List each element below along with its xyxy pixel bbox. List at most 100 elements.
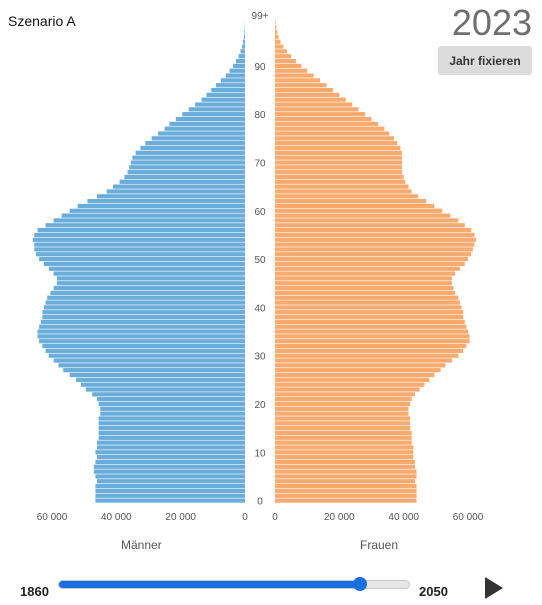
female-bar [275,227,472,233]
female-bar [275,426,411,431]
female-bar [275,382,425,387]
female-bar [275,121,378,126]
female-bar [275,25,277,30]
female-bar [275,363,446,368]
male-bar [42,310,245,315]
female-bar [275,87,333,93]
female-bar [275,276,452,281]
male-x-tick-label: 0 [242,512,248,523]
female-bar [275,213,451,218]
male-bar [87,199,245,204]
male-bar [95,493,246,498]
play-icon[interactable] [485,577,503,599]
female-bar [275,266,460,271]
female-bar [275,237,477,242]
female-bar [275,256,468,262]
female-bar [275,232,475,238]
female-bar [275,261,465,267]
male-bar [39,256,245,262]
male-bar [53,358,245,363]
female-bar [275,392,415,397]
year-slider-thumb[interactable] [352,577,367,591]
male-bar [145,141,245,146]
male-bar [93,464,245,469]
female-axis-title: Frauen [360,538,399,552]
male-bar [45,348,245,353]
male-bar [39,339,245,344]
male-bar [48,353,245,358]
male-bar [240,49,245,54]
male-bar [233,63,245,68]
male-bar [34,247,246,252]
slider-min-label: 1860 [20,584,49,599]
male-bar [135,150,245,155]
female-bar [275,73,314,78]
male-bar [206,92,245,97]
female-bar [275,107,359,112]
female-bar [275,29,278,35]
male-bar [37,227,245,233]
female-bar [275,174,404,180]
female-bar [275,68,308,73]
male-bar [95,498,246,503]
female-bar [275,397,412,402]
male-bar [195,102,245,107]
female-bar [275,377,430,382]
male-bar [140,145,245,151]
male-bar [225,73,245,78]
male-bar [95,488,246,494]
female-bar [275,155,403,160]
age-tick-label: 99+ [252,11,269,22]
female-bar [275,368,441,373]
female-bar [275,141,398,146]
female-bar [275,203,435,209]
female-x-tick-label: 40 000 [388,512,419,523]
male-bar [220,78,246,83]
male-bar [48,266,245,271]
age-tick-label: 0 [257,497,263,508]
female-bar [275,440,412,445]
male-bar [100,406,245,411]
male-bar [53,218,245,223]
female-bar [275,218,459,223]
female-bar [275,252,472,257]
fix-year-button[interactable]: Jahr fixieren [438,46,532,75]
male-bar [63,368,246,373]
female-bar [275,58,296,64]
female-bar [275,493,417,498]
female-bar [275,416,411,421]
female-bar [275,165,403,170]
male-bar [56,281,245,286]
female-bar [275,455,414,460]
female-bar [275,339,470,344]
male-bar [93,469,245,474]
female-bar [275,170,403,175]
male-bar [243,34,245,40]
female-bar [275,92,340,97]
year-slider-track[interactable] [58,580,410,589]
female-bar [275,445,414,450]
female-bar [275,78,321,83]
male-bar [95,483,246,489]
age-tick-label: 10 [254,448,266,459]
female-bar [275,401,411,407]
male-bar [53,271,245,276]
male-axis-title: Männer [121,538,162,552]
female-bar [275,459,415,465]
male-bar [50,290,245,296]
male-bar [211,87,245,93]
age-tick-label: 80 [254,110,266,121]
male-bar [169,121,245,126]
female-bar [275,54,292,59]
male-bar [58,363,246,368]
age-tick-label: 30 [254,352,266,363]
female-bar [275,358,452,363]
female-x-tick-label: 20 000 [324,512,355,523]
male-bar [95,474,246,479]
female-bar [275,474,417,479]
male-bar [95,450,246,455]
male-bar [40,319,245,324]
male-bar [97,440,245,445]
age-tick-label: 40 [254,303,266,314]
female-bar [275,483,417,489]
